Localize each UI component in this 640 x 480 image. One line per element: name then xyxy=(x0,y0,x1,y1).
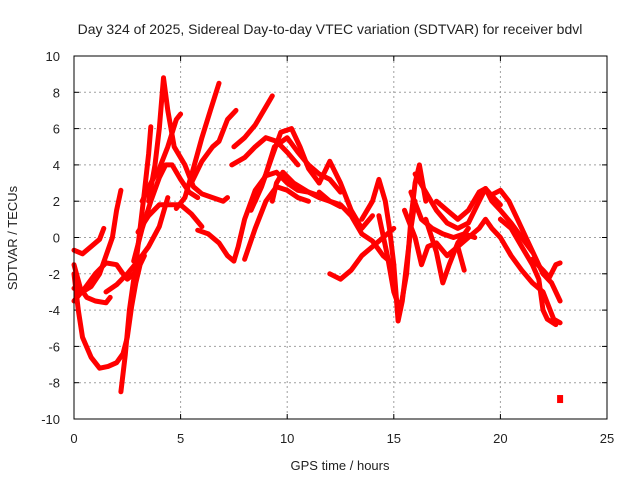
y-tick-label: 0 xyxy=(53,231,60,246)
x-tick-label: 0 xyxy=(70,431,77,446)
series-arc-16 xyxy=(229,135,301,168)
y-tick-label: -2 xyxy=(48,267,60,282)
series-arc-29 xyxy=(423,216,471,286)
series-layer xyxy=(71,75,564,404)
chart-title: Day 324 of 2025, Sidereal Day-to-day VTE… xyxy=(78,21,583,37)
y-tick-label: -10 xyxy=(41,412,60,427)
series-arc-12 xyxy=(173,80,222,211)
plot-frame xyxy=(73,55,608,420)
series-arc-21 xyxy=(316,158,375,231)
y-tick-label: 10 xyxy=(46,49,60,64)
y-axis-label: SDTVAR / TECUs xyxy=(5,185,20,290)
y-tick-label: -6 xyxy=(48,339,60,354)
x-tick-label: 5 xyxy=(177,431,184,446)
series-isolated-point xyxy=(557,395,564,404)
series-arc-3 xyxy=(71,253,147,371)
series-arc-11 xyxy=(139,111,184,204)
x-axis-label: GPS time / hours xyxy=(291,458,390,473)
series-arc-30 xyxy=(433,186,535,255)
series-arc-5 xyxy=(71,260,137,304)
series-arc-25 xyxy=(376,162,429,313)
x-tick-labels: 0 5 10 15 20 25 xyxy=(70,431,614,446)
series-arc-22 xyxy=(316,189,397,268)
series-arc-31 xyxy=(455,216,563,326)
y-tick-label: 2 xyxy=(53,194,60,209)
series-arc-7 xyxy=(103,195,171,295)
series-arc-1 xyxy=(71,225,107,257)
series-arc-33 xyxy=(497,216,559,328)
y-tick-label: -4 xyxy=(48,303,60,318)
y-tick-label: -8 xyxy=(48,376,60,391)
series-arc-19 xyxy=(252,135,343,204)
grid xyxy=(74,56,607,419)
y-tick-label: 6 xyxy=(53,122,60,137)
x-tick-label: 20 xyxy=(493,431,507,446)
series-arc-15 xyxy=(231,93,275,150)
series-arc-32 xyxy=(487,187,563,304)
series-arc-13 xyxy=(188,107,239,186)
series-arc-9 xyxy=(135,202,205,235)
y-tick-label: 4 xyxy=(53,158,60,173)
series-arc-34 xyxy=(529,256,563,280)
series-arc-10 xyxy=(146,75,230,204)
y-tick-labels: -10 -8 -6 -4 -2 0 2 4 6 8 10 xyxy=(41,49,60,427)
series-arc-2 xyxy=(71,262,113,306)
x-tick-label: 25 xyxy=(600,431,614,446)
series-arc-14 xyxy=(195,169,322,264)
x-tick-label: 10 xyxy=(280,431,294,446)
x-tick-label: 15 xyxy=(387,431,401,446)
y-tick-label: 8 xyxy=(53,85,60,100)
